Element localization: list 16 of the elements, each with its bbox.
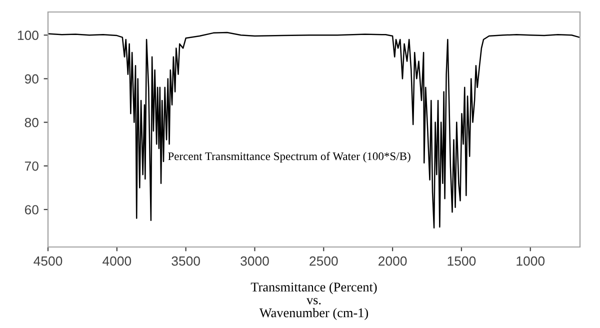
y-tick-label: 60 <box>24 205 38 214</box>
x-tick-label: 1500 <box>448 256 476 266</box>
x-tick-label: 1000 <box>516 256 545 266</box>
y-tick-label: 100 <box>18 30 38 40</box>
x-axis-title: Transmittance (Percent) vs. Wavenumber (cm-1) <box>250 282 377 320</box>
y-tick-label: 80 <box>24 118 38 128</box>
x-tick-label: 4500 <box>34 256 62 266</box>
x-tick-label: 4000 <box>102 256 132 266</box>
x-tick-label: 2500 <box>310 256 338 266</box>
x-tick-label: 2000 <box>378 256 407 266</box>
annotation: Percent Transmittance Spectrum of Water (100*S/B) <box>168 152 410 163</box>
line-series <box>48 32 580 228</box>
x-tick-label: 3500 <box>172 256 200 266</box>
y-tick-label: 90 <box>24 74 38 84</box>
x-tick-label: 3000 <box>240 256 269 266</box>
y-tick-label: 70 <box>24 161 38 171</box>
